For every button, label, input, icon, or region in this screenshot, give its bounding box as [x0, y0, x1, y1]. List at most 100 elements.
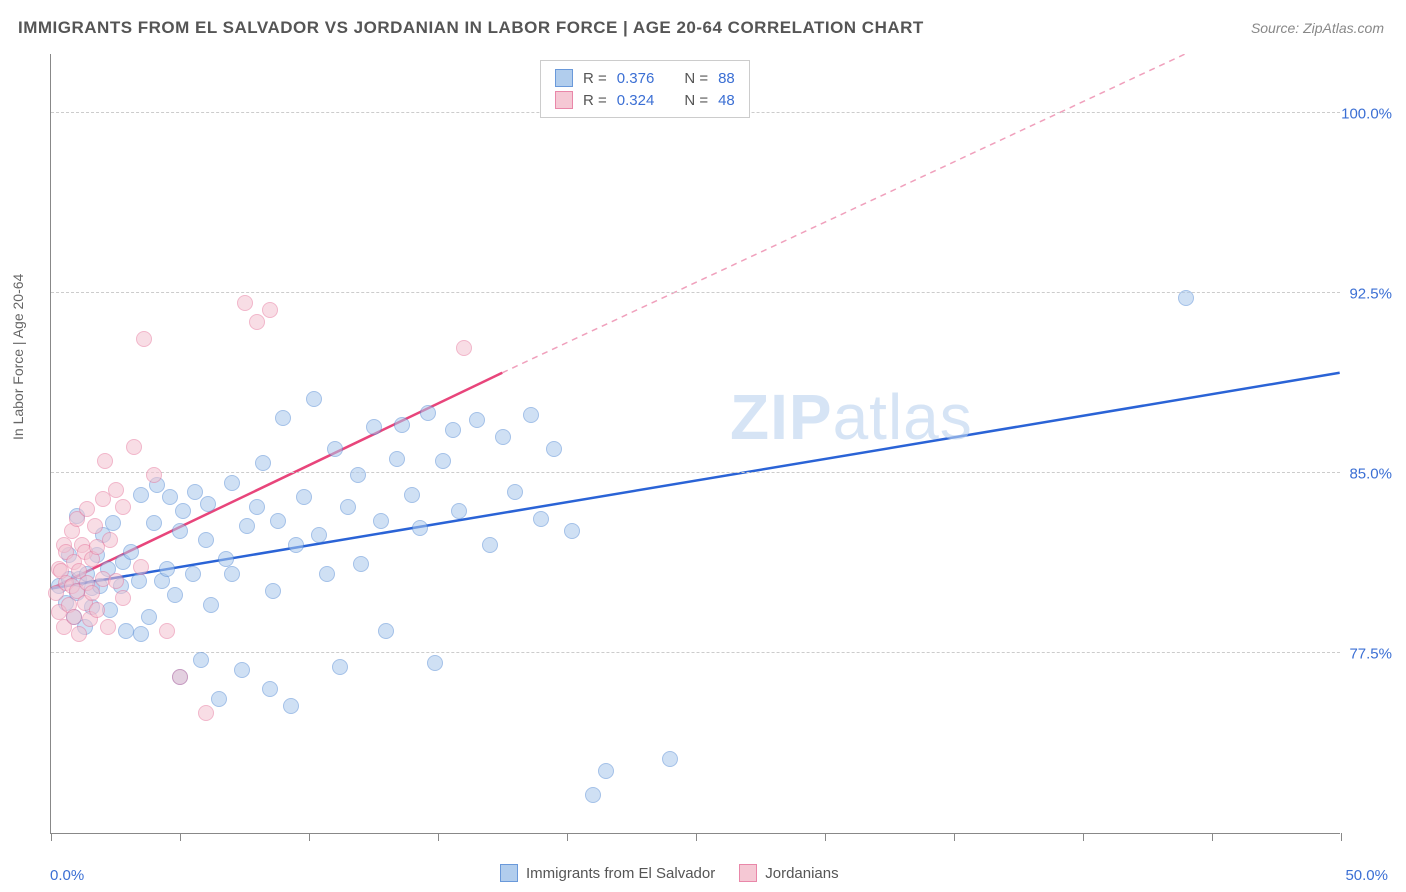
scatter-point-jordanian [87, 518, 103, 534]
y-tick-label: 85.0% [1349, 466, 1392, 483]
scatter-point-elsalvador [105, 515, 121, 531]
scatter-point-elsalvador [507, 484, 523, 500]
scatter-point-jordanian [100, 619, 116, 635]
legend-r-value: 0.324 [617, 92, 655, 109]
source-attribution: Source: ZipAtlas.com [1251, 20, 1384, 36]
scatter-point-elsalvador [283, 698, 299, 714]
scatter-point-elsalvador [224, 566, 240, 582]
scatter-point-elsalvador [327, 441, 343, 457]
chart-title: IMMIGRANTS FROM EL SALVADOR VS JORDANIAN… [18, 18, 924, 38]
scatter-point-elsalvador [162, 489, 178, 505]
scatter-point-jordanian [237, 295, 253, 311]
x-tick [180, 833, 181, 841]
gridline-horizontal [51, 292, 1340, 293]
scatter-point-elsalvador [133, 626, 149, 642]
scatter-point-elsalvador [159, 561, 175, 577]
scatter-point-elsalvador [366, 419, 382, 435]
scatter-point-elsalvador [389, 451, 405, 467]
scatter-point-elsalvador [296, 489, 312, 505]
scatter-point-elsalvador [523, 407, 539, 423]
scatter-point-jordanian [79, 501, 95, 517]
scatter-point-jordanian [133, 559, 149, 575]
legend-r-value: 0.376 [617, 70, 655, 87]
scatter-point-elsalvador [239, 518, 255, 534]
scatter-point-jordanian [159, 623, 175, 639]
x-tick [438, 833, 439, 841]
scatter-point-elsalvador [412, 520, 428, 536]
scatter-point-elsalvador [262, 681, 278, 697]
x-tick [1341, 833, 1342, 841]
legend-item: Immigrants from El Salvador [500, 864, 715, 882]
scatter-point-elsalvador [495, 429, 511, 445]
scatter-point-jordanian [172, 669, 188, 685]
scatter-point-elsalvador [224, 475, 240, 491]
scatter-point-elsalvador [249, 499, 265, 515]
scatter-point-jordanian [84, 585, 100, 601]
scatter-point-elsalvador [211, 691, 227, 707]
scatter-point-elsalvador [187, 484, 203, 500]
scatter-point-jordanian [136, 331, 152, 347]
scatter-point-elsalvador [378, 623, 394, 639]
scatter-point-jordanian [146, 467, 162, 483]
scatter-point-elsalvador [311, 527, 327, 543]
scatter-point-jordanian [115, 499, 131, 515]
scatter-point-elsalvador [172, 523, 188, 539]
y-tick-label: 100.0% [1341, 106, 1392, 123]
scatter-point-jordanian [108, 482, 124, 498]
x-tick [51, 833, 52, 841]
scatter-point-elsalvador [564, 523, 580, 539]
scatter-point-elsalvador [585, 787, 601, 803]
scatter-point-elsalvador [167, 587, 183, 603]
legend-swatch [500, 864, 518, 882]
plot-area [50, 54, 1340, 834]
scatter-point-elsalvador [469, 412, 485, 428]
y-tick-label: 77.5% [1349, 646, 1392, 663]
x-tick [1083, 833, 1084, 841]
scatter-point-jordanian [102, 532, 118, 548]
scatter-point-elsalvador [435, 453, 451, 469]
scatter-point-jordanian [126, 439, 142, 455]
scatter-point-elsalvador [265, 583, 281, 599]
x-tick [954, 833, 955, 841]
legend-r-label: R = [583, 92, 607, 109]
scatter-point-elsalvador [193, 652, 209, 668]
correlation-legend: R = 0.376 N = 88 R = 0.324 N = 48 [540, 60, 750, 118]
scatter-point-elsalvador [427, 655, 443, 671]
scatter-point-jordanian [249, 314, 265, 330]
legend-n-value: 48 [718, 92, 735, 109]
x-tick [696, 833, 697, 841]
y-axis-label: In Labor Force | Age 20-64 [10, 274, 26, 440]
scatter-point-elsalvador [1178, 290, 1194, 306]
scatter-point-jordanian [108, 573, 124, 589]
scatter-point-elsalvador [394, 417, 410, 433]
scatter-point-elsalvador [234, 662, 250, 678]
scatter-point-jordanian [89, 602, 105, 618]
legend-n-label: N = [684, 70, 708, 87]
scatter-point-elsalvador [118, 623, 134, 639]
scatter-point-elsalvador [203, 597, 219, 613]
scatter-point-jordanian [262, 302, 278, 318]
scatter-point-elsalvador [662, 751, 678, 767]
scatter-point-elsalvador [131, 573, 147, 589]
legend-row: R = 0.324 N = 48 [555, 89, 735, 111]
scatter-point-elsalvador [598, 763, 614, 779]
legend-swatch [555, 91, 573, 109]
scatter-point-elsalvador [350, 467, 366, 483]
legend-n-label: N = [684, 92, 708, 109]
gridline-horizontal [51, 652, 1340, 653]
scatter-point-elsalvador [533, 511, 549, 527]
scatter-point-elsalvador [275, 410, 291, 426]
scatter-point-elsalvador [133, 487, 149, 503]
scatter-point-elsalvador [270, 513, 286, 529]
x-axis-max-label: 50.0% [1345, 867, 1388, 884]
scatter-point-elsalvador [420, 405, 436, 421]
legend-swatch [555, 69, 573, 87]
x-tick [309, 833, 310, 841]
scatter-point-elsalvador [340, 499, 356, 515]
scatter-point-elsalvador [141, 609, 157, 625]
legend-label: Immigrants from El Salvador [526, 865, 715, 882]
scatter-point-elsalvador [185, 566, 201, 582]
scatter-point-elsalvador [146, 515, 162, 531]
scatter-point-elsalvador [255, 455, 271, 471]
legend-n-value: 88 [718, 70, 735, 87]
